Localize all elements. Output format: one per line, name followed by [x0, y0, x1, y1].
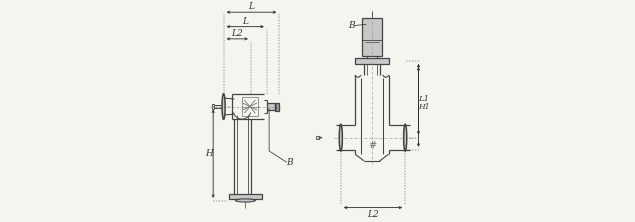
Ellipse shape [339, 124, 342, 151]
Text: H: H [205, 149, 213, 158]
Bar [212, 104, 214, 109]
Bar [267, 103, 276, 110]
Text: L2: L2 [367, 210, 379, 219]
Ellipse shape [222, 94, 225, 119]
Ellipse shape [404, 124, 407, 151]
Text: #: # [368, 141, 376, 150]
Text: H1: H1 [418, 103, 429, 111]
Bar [355, 58, 389, 64]
Text: L1: L1 [418, 95, 429, 103]
Text: L2: L2 [231, 29, 243, 38]
Text: L: L [248, 2, 255, 11]
Ellipse shape [236, 199, 255, 202]
Bar [316, 136, 319, 139]
Bar [242, 97, 258, 116]
Text: B: B [349, 21, 355, 30]
Bar [362, 18, 382, 56]
Text: B: B [286, 158, 293, 166]
Text: L: L [242, 17, 248, 26]
Bar [229, 194, 262, 199]
Bar [276, 103, 279, 111]
